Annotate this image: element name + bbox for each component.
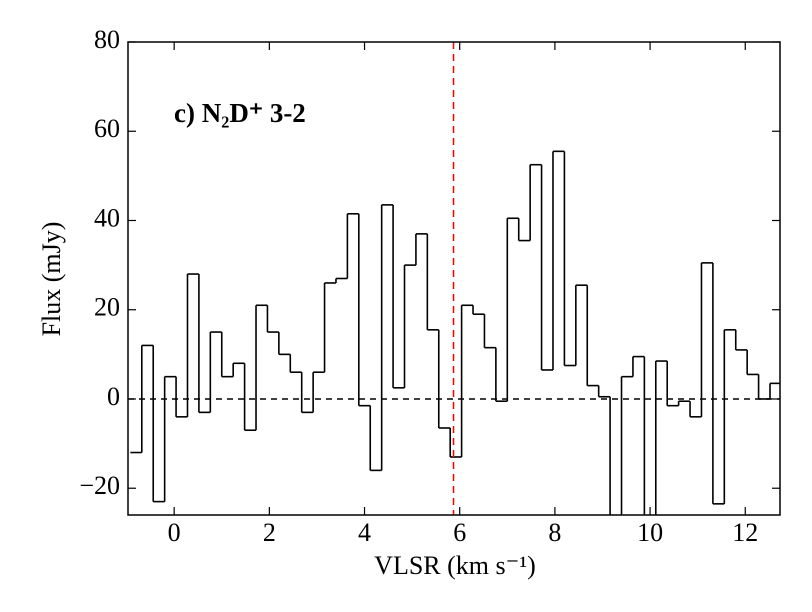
x-tick-label: 4 <box>358 518 371 547</box>
x-tick-label: 2 <box>263 518 276 547</box>
x-tick-label: 8 <box>548 518 561 547</box>
y-tick-label: −20 <box>79 471 120 500</box>
y-tick-label: 0 <box>107 382 120 411</box>
x-axis-label: VLSR (km s⁻¹) <box>374 551 536 580</box>
x-tick-label: 12 <box>732 518 758 547</box>
annotation: c) N₂D⁺ 3-2 <box>174 98 306 128</box>
y-tick-label: 60 <box>94 114 120 143</box>
y-axis-label: Flux (mJy) <box>37 222 66 337</box>
x-tick-label: 10 <box>637 518 663 547</box>
y-tick-label: 20 <box>94 293 120 322</box>
x-tick-label: 0 <box>168 518 181 547</box>
y-tick-label: 80 <box>94 25 120 54</box>
y-tick-label: 40 <box>94 203 120 232</box>
plot-frame <box>127 41 781 516</box>
plot-area <box>128 42 780 515</box>
x-tick-label: 6 <box>453 518 466 547</box>
